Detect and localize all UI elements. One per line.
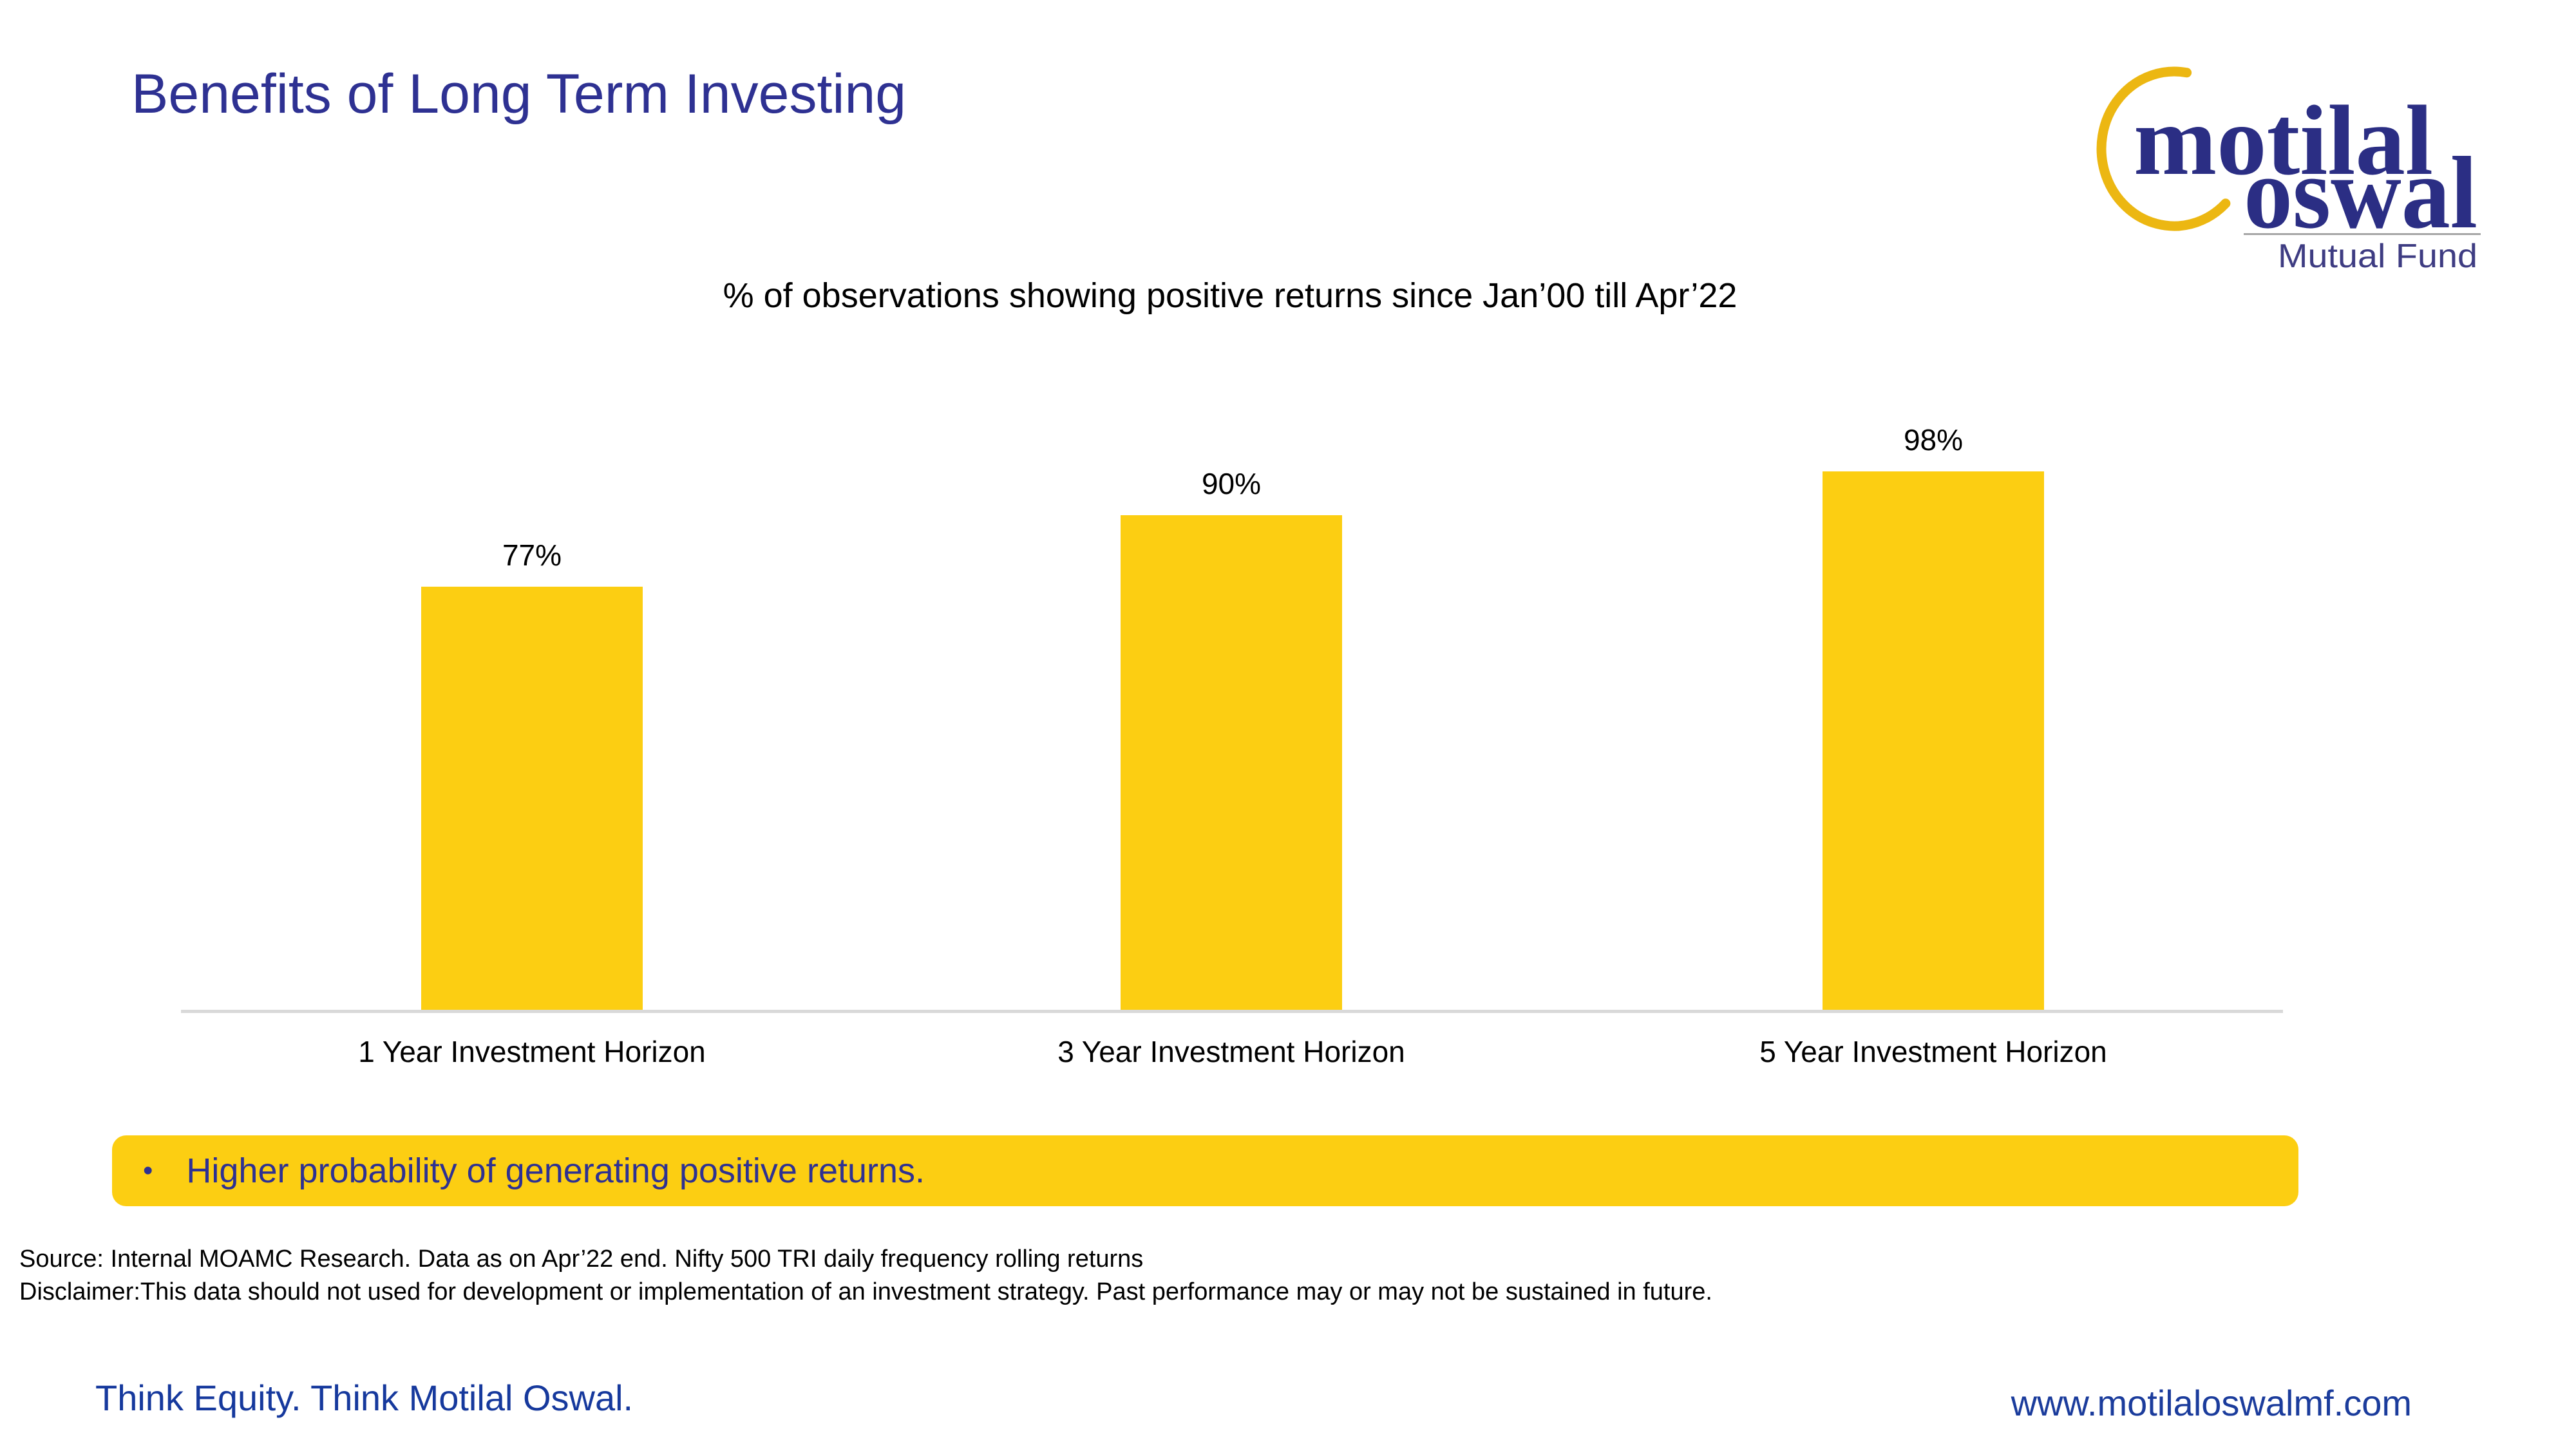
category-label-5-year: 5 Year Investment Horizon	[1759, 1035, 2107, 1068]
logo-word-motilal: motilal	[2134, 85, 2433, 196]
highlight-banner-text: Higher probability of generating positiv…	[186, 1151, 925, 1190]
category-label-1-year: 1 Year Investment Horizon	[358, 1035, 706, 1068]
bar-group-3-year: 90%	[1121, 466, 1342, 1010]
website-url: www.motilaloswalmf.com	[2011, 1383, 2412, 1423]
bar-value-label: 77%	[502, 538, 562, 572]
bullet-icon: •	[143, 1155, 153, 1186]
bar-group-1-year: 77%	[421, 538, 643, 1010]
notes-block: Source: Internal MOAMC Research. Data as…	[19, 1243, 2338, 1309]
logo-ring-icon	[2096, 66, 2231, 231]
bar-5-year	[1823, 471, 2044, 1010]
x-axis-line	[181, 1010, 2283, 1013]
bar-1-year	[421, 587, 643, 1010]
bar-value-label: 98%	[1903, 423, 1964, 457]
source-text: Source: Internal MOAMC Research. Data as…	[19, 1245, 1144, 1273]
category-label-3-year: 3 Year Investment Horizon	[1057, 1035, 1405, 1068]
highlight-banner: • Higher probability of generating posit…	[112, 1135, 2298, 1206]
logo-subtitle: Mutual Fund	[2278, 238, 2477, 275]
disclaimer-text: Disclaimer:This data should not used for…	[19, 1278, 1712, 1305]
bar-value-label: 90%	[1201, 467, 1262, 500]
motilal-oswal-logo: motilal oswal Mutual Fund	[2096, 66, 2481, 275]
logo-word-oswal: oswal	[2244, 135, 2477, 250]
page-title: Benefits of Long Term Investing	[131, 63, 907, 125]
logo-divider	[2244, 233, 2481, 235]
brand-tagline: Think Equity. Think Motilal Oswal.	[95, 1378, 634, 1418]
bar-group-5-year: 98%	[1823, 422, 2044, 1010]
bar-3-year	[1121, 515, 1342, 1010]
chart-title: % of observations showing positive retur…	[723, 276, 1738, 315]
